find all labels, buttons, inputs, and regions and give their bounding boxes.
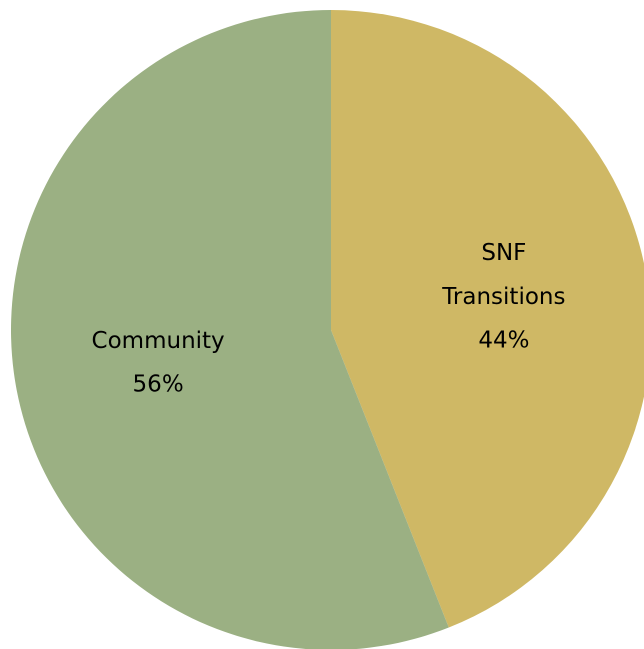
pie-slice [11, 10, 449, 649]
label-line: SNF [481, 240, 526, 266]
slice-value-label: 56% [133, 371, 184, 397]
slice-category-label: SNF Transitions [441, 240, 565, 310]
slice-category-label: Community [92, 327, 225, 353]
pie-slice [331, 10, 644, 628]
slice-value-label: 44% [478, 328, 529, 354]
label-line: Transitions [441, 284, 565, 310]
label-line: Community [92, 327, 225, 353]
